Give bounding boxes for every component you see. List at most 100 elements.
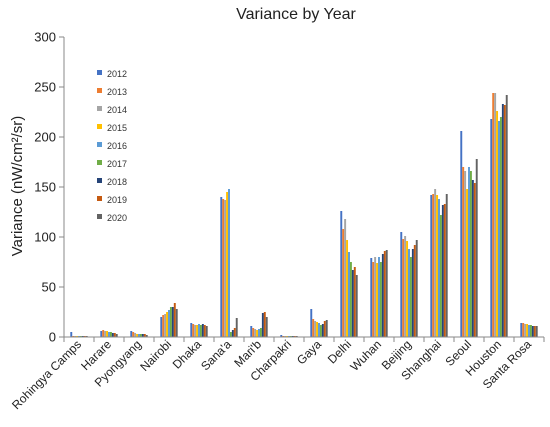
bar-2016-11 — [408, 249, 410, 337]
bar-2017-3 — [169, 307, 172, 337]
x-tick-label: Sana'a — [198, 337, 234, 373]
bar-2014-2 — [134, 333, 137, 337]
bar-2018-12 — [441, 205, 444, 337]
bar-2019-6 — [263, 312, 266, 337]
bar-2012-10 — [370, 258, 373, 337]
bar-2015-5 — [226, 192, 229, 337]
bar-2018-1 — [111, 333, 114, 337]
bar-2020-11 — [415, 240, 418, 337]
bar-2013-12 — [432, 194, 435, 337]
bar-2016-8 — [318, 323, 320, 337]
bar-2016-9 — [348, 252, 350, 337]
bar-2020-2 — [145, 335, 148, 337]
legend-swatch-2012 — [97, 70, 102, 75]
bar-2019-14 — [503, 105, 506, 337]
bar-2012-5 — [220, 197, 223, 337]
bar-2019-1 — [113, 333, 116, 337]
bar-2020-9 — [355, 275, 358, 337]
y-tick-label: 250 — [34, 80, 56, 95]
x-tick-label: Dhaka — [170, 337, 205, 372]
bar-2018-2 — [141, 334, 144, 337]
bar-2014-4 — [194, 325, 197, 337]
bar-2019-13 — [473, 183, 476, 337]
bar-2019-10 — [383, 251, 386, 337]
bar-2019-3 — [173, 303, 176, 337]
bar-2016-5 — [228, 189, 230, 337]
bar-2020-13 — [475, 159, 478, 337]
bar-2013-6 — [252, 328, 255, 337]
y-ticks: 0 50 100 150 200 250 300 — [34, 30, 64, 345]
bar-2013-1 — [102, 330, 105, 337]
bar-2012-14 — [490, 119, 493, 337]
bar-2013-4 — [192, 324, 195, 337]
bar-2018-14 — [501, 104, 504, 337]
bar-2015-3 — [166, 312, 169, 337]
legend-label-2015: 2015 — [107, 123, 127, 133]
bar-2015-10 — [376, 263, 379, 337]
legend-swatch-2016 — [97, 142, 102, 147]
bar-2019-15 — [533, 326, 536, 337]
legend-swatch-2018 — [97, 178, 102, 183]
bar-2014-11 — [404, 236, 407, 337]
bar-2015-4 — [196, 325, 199, 337]
bar-2016-14 — [498, 121, 500, 337]
bar-2019-8 — [323, 321, 326, 337]
y-tick-label: 0 — [49, 330, 56, 345]
bar-2013-11 — [402, 239, 405, 337]
y-tick-label: 100 — [34, 230, 56, 245]
bar-2017-12 — [439, 215, 442, 337]
bar-2017-9 — [349, 262, 352, 337]
bar-2017-6 — [259, 328, 262, 337]
bar-2014-14 — [494, 93, 497, 337]
bar-2014-1 — [104, 331, 107, 337]
legend-swatch-2017 — [97, 160, 102, 165]
bar-2012-15 — [520, 323, 523, 337]
bar-2012-4 — [190, 323, 193, 337]
bar-2012-6 — [250, 326, 253, 337]
bar-2013-9 — [342, 229, 345, 337]
bar-2014-3 — [164, 314, 167, 337]
bar-2012-2 — [130, 331, 133, 337]
bar-2020-8 — [325, 320, 328, 337]
bar-2016-13 — [468, 167, 470, 337]
bar-2012-3 — [160, 317, 163, 337]
legend-label-2012: 2012 — [107, 69, 127, 79]
y-tick-label: 300 — [34, 30, 56, 45]
bar-2014-9 — [344, 219, 347, 337]
bar-2017-13 — [469, 171, 472, 337]
bar-2014-8 — [314, 321, 317, 337]
bar-2018-9 — [351, 270, 354, 337]
bar-2015-8 — [316, 322, 319, 337]
bar-2015-12 — [436, 195, 439, 337]
bar-2014-15 — [524, 324, 527, 337]
bar-2019-9 — [353, 267, 356, 337]
bar-2014-10 — [374, 257, 377, 337]
chart-title: Variance by Year — [236, 6, 356, 23]
bar-2018-15 — [531, 326, 534, 337]
bar-2012-7 — [280, 335, 283, 337]
bar-2018-3 — [171, 307, 174, 337]
bar-2014-5 — [224, 200, 227, 337]
bar-2013-3 — [162, 315, 165, 337]
y-axis-label: Variance (nW/cm²/sr) — [9, 116, 26, 257]
bar-2020-4 — [205, 326, 208, 337]
bar-2020-6 — [265, 317, 268, 337]
bar-2020-15 — [535, 326, 538, 337]
bar-2015-13 — [466, 189, 469, 337]
bar-2016-10 — [378, 257, 380, 337]
bar-2013-13 — [462, 167, 465, 337]
bar-2017-15 — [529, 325, 532, 337]
legend-label-2019: 2019 — [107, 195, 127, 205]
legend-label-2014: 2014 — [107, 105, 127, 115]
bar-2016-3 — [168, 310, 170, 337]
bar-2017-14 — [499, 117, 502, 337]
bar-2013-14 — [492, 93, 495, 337]
bar-2018-4 — [201, 324, 204, 337]
bar-2015-6 — [256, 330, 259, 337]
bar-2017-4 — [199, 325, 202, 337]
bar-2017-2 — [139, 334, 142, 337]
bar-2016-4 — [198, 324, 200, 337]
bar-2015-11 — [406, 241, 409, 337]
x-tick-label: Wuhan — [347, 337, 384, 374]
